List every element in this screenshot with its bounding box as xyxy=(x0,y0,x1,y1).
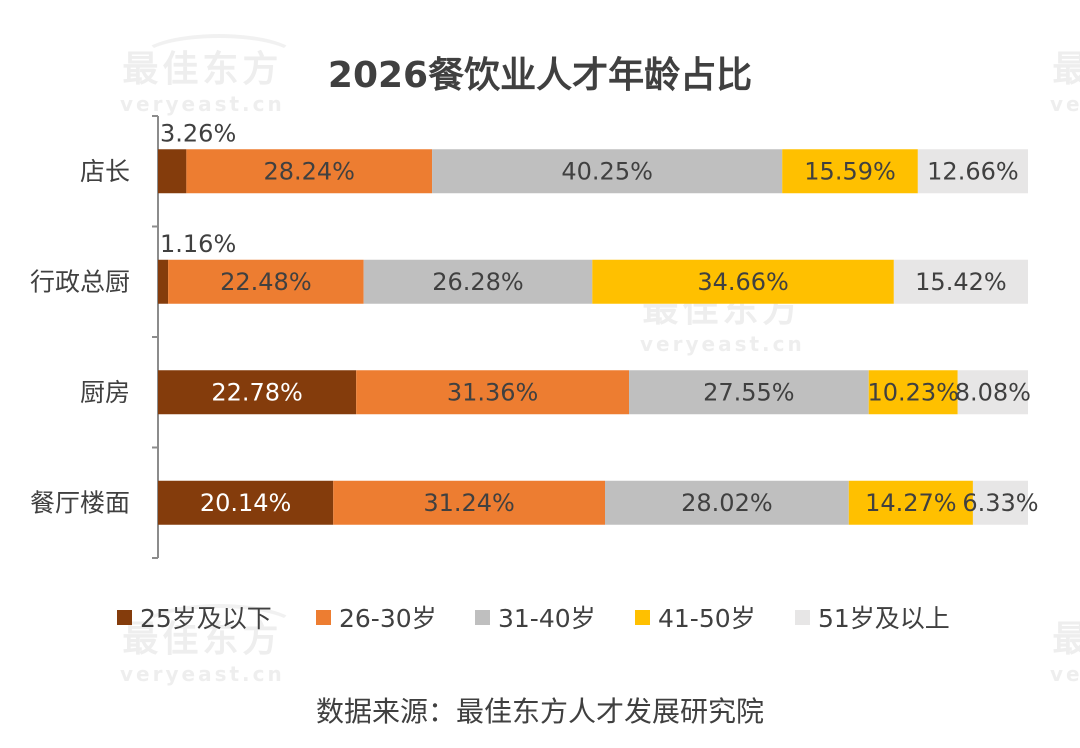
legend-label: 31-40岁 xyxy=(498,604,596,633)
data-label: 28.24% xyxy=(263,157,355,185)
data-label: 22.48% xyxy=(220,268,312,296)
data-label: 15.42% xyxy=(915,268,1007,296)
data-label: 6.33% xyxy=(962,489,1038,517)
source-note: 数据来源：最佳东方人才发展研究院 xyxy=(315,695,764,728)
data-label: 14.27% xyxy=(865,489,957,517)
legend-item: 51岁及以上 xyxy=(795,600,950,634)
bar-segment xyxy=(158,480,334,525)
bar-segment xyxy=(972,480,1028,525)
bar-segment xyxy=(158,149,187,194)
category-label: 厨房 xyxy=(80,378,130,407)
bar-segment xyxy=(917,149,1028,194)
bar-segment xyxy=(333,480,606,525)
data-label: 8.08% xyxy=(955,378,1031,406)
bar-segment xyxy=(432,149,783,194)
legend-item: 31-40岁 xyxy=(475,600,596,634)
bar-segment xyxy=(356,370,630,415)
category-label: 餐厅楼面 xyxy=(30,488,130,517)
data-label: 31.36% xyxy=(447,378,539,406)
legend-swatch xyxy=(635,609,650,625)
legend-swatch xyxy=(475,609,490,625)
legend-item: 26-30岁 xyxy=(316,600,437,634)
bar-segment xyxy=(168,259,364,304)
bar-segment xyxy=(893,259,1028,304)
bar-segment xyxy=(363,259,593,304)
data-label: 27.55% xyxy=(703,378,795,406)
bar-segment xyxy=(848,480,973,525)
legend-label: 51岁及以上 xyxy=(818,604,950,633)
legend-swatch xyxy=(795,609,810,625)
bar-segment xyxy=(158,370,357,415)
data-label: 15.59% xyxy=(804,157,896,185)
bar-segment xyxy=(605,480,849,525)
bar-segment xyxy=(629,370,869,415)
data-label: 34.66% xyxy=(697,268,789,296)
bar-segment xyxy=(186,149,433,194)
data-label: 22.78% xyxy=(211,378,303,406)
data-label: 20.14% xyxy=(200,489,292,517)
data-label: 26.28% xyxy=(432,268,524,296)
data-label: 40.25% xyxy=(561,157,653,185)
data-label: 12.66% xyxy=(927,157,1019,185)
data-label: 3.26% xyxy=(160,119,236,147)
legend-swatch xyxy=(316,609,331,625)
bar-segment xyxy=(957,370,1028,415)
legend-label: 26-30岁 xyxy=(339,604,437,633)
category-label: 店长 xyxy=(80,157,130,186)
legend-item: 41-50岁 xyxy=(635,600,756,634)
bar-segment xyxy=(782,149,918,194)
legend-label: 41-50岁 xyxy=(658,604,756,633)
bar-segment xyxy=(592,259,894,304)
category-label: 行政总厨 xyxy=(30,267,130,296)
bar-segment xyxy=(868,370,958,415)
data-label: 28.02% xyxy=(681,489,773,517)
data-label: 10.23% xyxy=(867,378,959,406)
data-label: 31.24% xyxy=(423,489,515,517)
legend-swatch xyxy=(117,609,132,625)
legend-label: 25岁及以下 xyxy=(140,604,272,633)
legend-item: 25岁及以下 xyxy=(117,600,272,634)
chart-title: 2026餐饮业人才年龄占比 xyxy=(327,55,753,96)
chart-legend: 25岁及以下 26-30岁 31-40岁 41-50岁 51岁及以上 xyxy=(0,600,1080,634)
data-label: 1.16% xyxy=(160,230,236,258)
bar-segment xyxy=(158,259,169,304)
